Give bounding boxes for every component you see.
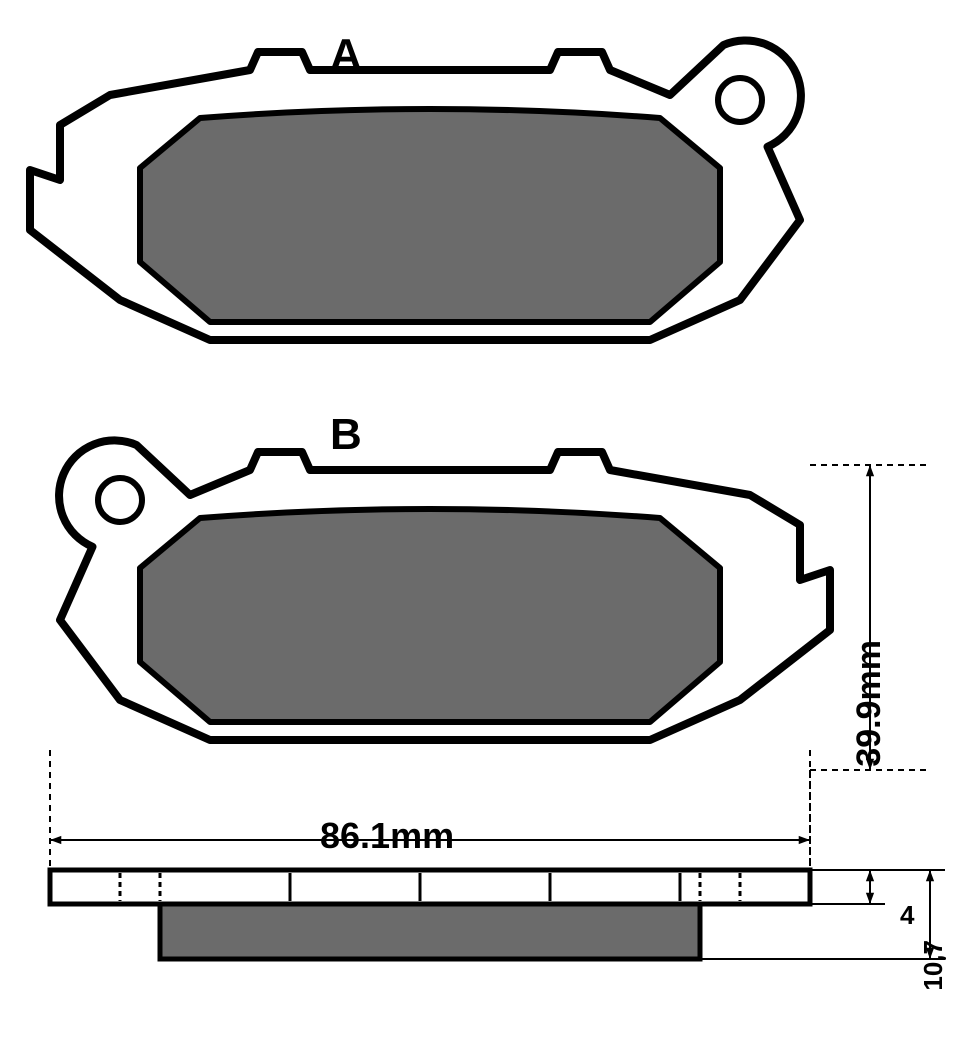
total-thickness-label: 10,7 (918, 940, 949, 991)
plate-thickness-label: 4 (900, 900, 914, 931)
friction-material (140, 109, 720, 322)
mounting-hole (98, 478, 142, 522)
pad-b-label: B (330, 410, 362, 460)
friction-material (140, 509, 720, 722)
brake-pad-a (30, 40, 801, 340)
brake-pad-b (59, 440, 830, 740)
pad-a-label: A (330, 30, 362, 80)
height-dimension-label: 39.9mm (850, 640, 889, 767)
side-view (50, 870, 810, 959)
side-backing-plate (50, 870, 810, 904)
side-friction-material (160, 904, 700, 959)
width-dimension-label: 86.1mm (320, 815, 454, 857)
mounting-hole (718, 78, 762, 122)
plate-thickness-dimension (810, 870, 885, 904)
